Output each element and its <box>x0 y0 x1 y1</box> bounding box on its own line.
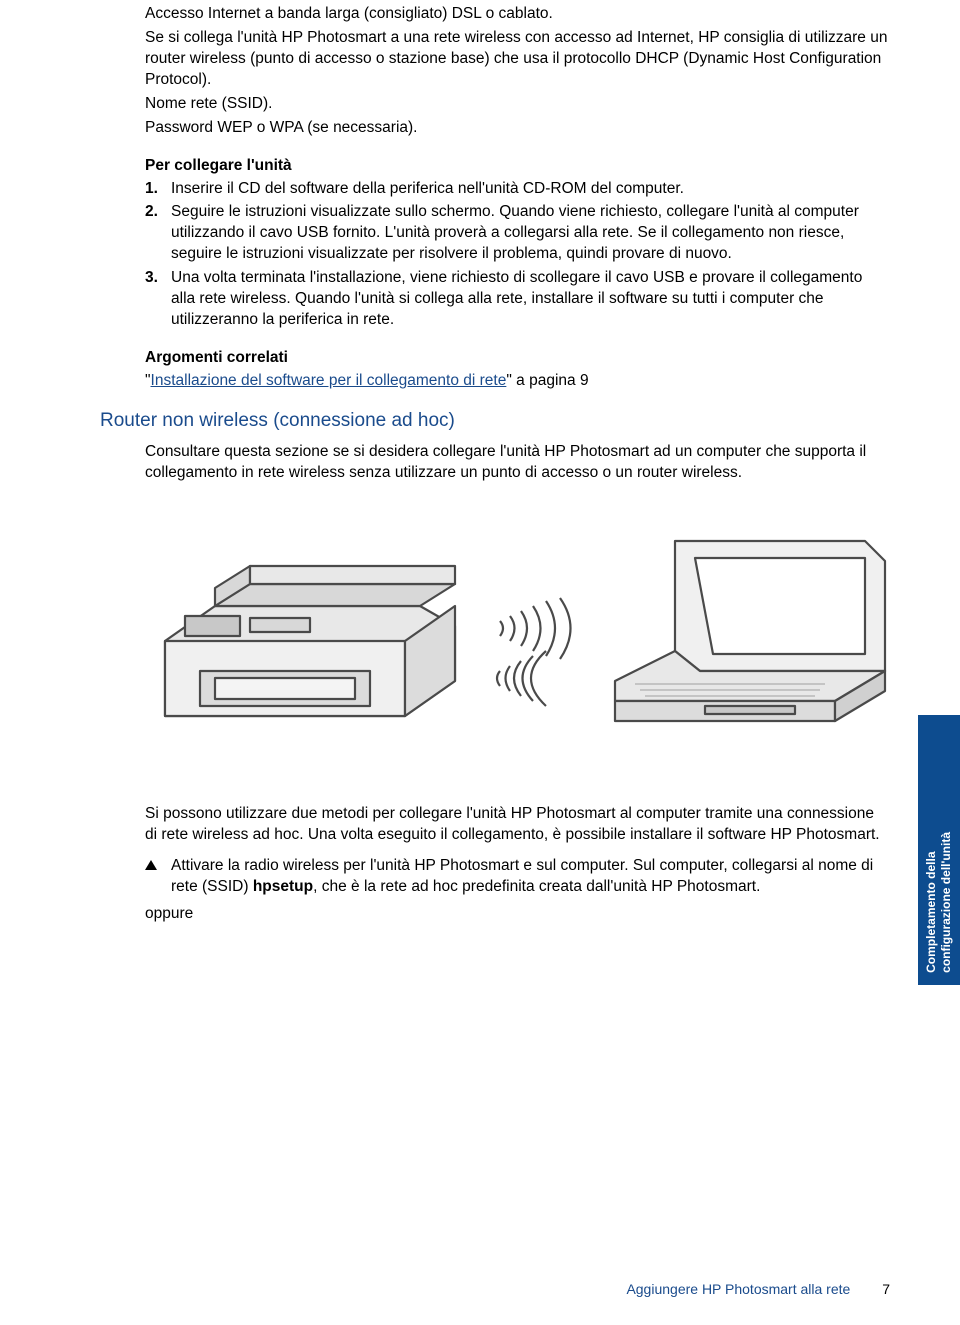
side-tab-line2: configurazione dell'unità <box>939 832 953 973</box>
tri-text-bold: hpsetup <box>253 878 313 895</box>
list-item: 1.Inserire il CD del software della peri… <box>145 179 890 200</box>
link-suffix: " a pagina 9 <box>506 372 588 389</box>
chapter-side-tab: Completamento della configurazione dell'… <box>918 715 960 985</box>
tri-text-post: , che è la rete ad hoc predefinita creat… <box>313 878 760 895</box>
intro-p4: Password WEP o WPA (se necessaria). <box>145 118 890 139</box>
oppure-text: oppure <box>145 905 890 923</box>
printer-laptop-illustration <box>145 506 890 786</box>
intro-p1: Accesso Internet a banda larga (consigli… <box>145 4 890 25</box>
list-item: 3.Una volta terminata l'installazione, v… <box>145 268 890 331</box>
intro-p3: Nome rete (SSID). <box>145 94 890 115</box>
triangle-icon <box>145 860 157 870</box>
list-item: 2.Seguire le istruzioni visualizzate sul… <box>145 202 890 265</box>
list-text: Inserire il CD del software della perife… <box>171 180 684 197</box>
connect-heading: Per collegare l'unità <box>145 157 890 175</box>
related-heading: Argomenti correlati <box>145 349 890 367</box>
page-footer: Aggiungere HP Photosmart alla rete 7 <box>626 1281 890 1297</box>
related-link[interactable]: Installazione del software per il colleg… <box>151 372 507 389</box>
adhoc-p2: Si possono utilizzare due metodi per col… <box>145 804 890 846</box>
related-link-line: "Installazione del software per il colle… <box>145 371 890 392</box>
adhoc-heading: Router non wireless (connessione ad hoc) <box>100 410 890 432</box>
list-text: Seguire le istruzioni visualizzate sullo… <box>171 203 859 262</box>
intro-p2: Se si collega l'unità HP Photosmart a un… <box>145 28 890 91</box>
footer-text: Aggiungere HP Photosmart alla rete <box>626 1281 850 1297</box>
triangle-bullet-item: Attivare la radio wireless per l'unità H… <box>145 856 890 898</box>
adhoc-p1: Consultare questa sezione se si desidera… <box>145 442 890 484</box>
connect-list: 1.Inserire il CD del software della peri… <box>145 179 890 331</box>
side-tab-line1: Completamento della <box>924 852 938 973</box>
page-number: 7 <box>882 1281 890 1297</box>
list-text: Una volta terminata l'installazione, vie… <box>171 269 862 328</box>
